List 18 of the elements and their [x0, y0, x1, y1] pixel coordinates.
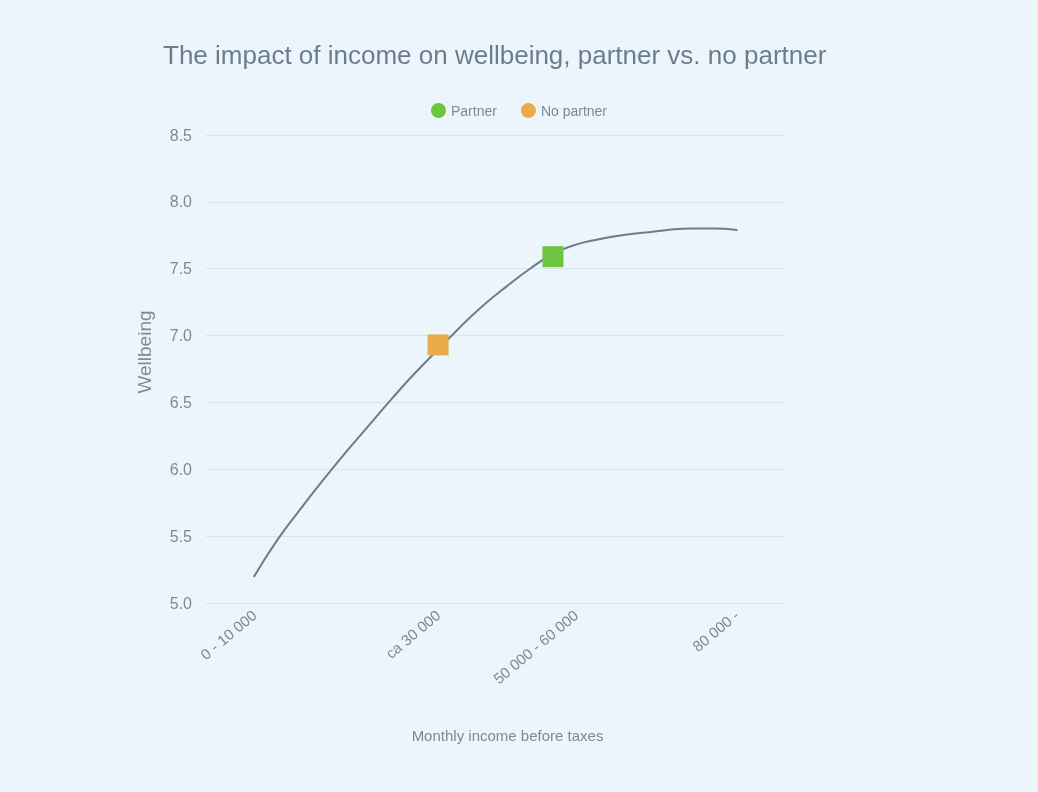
- x-tick-label: 0 - 10 000: [197, 606, 260, 663]
- x-tick-label: 50 000 - 60 000: [489, 606, 582, 688]
- chart-title: The impact of income on wellbeing, partner vs. no partner: [163, 40, 827, 70]
- x-axis-title: Monthly income before taxes: [411, 727, 604, 744]
- y-tick-label: 8.5: [169, 126, 193, 144]
- y-tick-label: 8.0: [169, 193, 193, 211]
- y-tick-label: 7.0: [169, 327, 193, 345]
- y-tick-label: 5.0: [169, 594, 193, 612]
- y-tick-label: 7.5: [169, 260, 193, 278]
- legend-label: Partner: [450, 102, 498, 119]
- y-axis-title: Wellbeing: [134, 310, 155, 394]
- line-series: [253, 227, 738, 578]
- x-tick-label: 80 000 -: [689, 606, 743, 655]
- y-tick-label: 6.0: [169, 460, 193, 478]
- legend-label: No partner: [540, 102, 608, 119]
- y-tick-label: 6.5: [169, 393, 193, 411]
- y-tick-label: 5.5: [169, 527, 193, 545]
- x-tick-label: ca 30 000: [382, 606, 444, 662]
